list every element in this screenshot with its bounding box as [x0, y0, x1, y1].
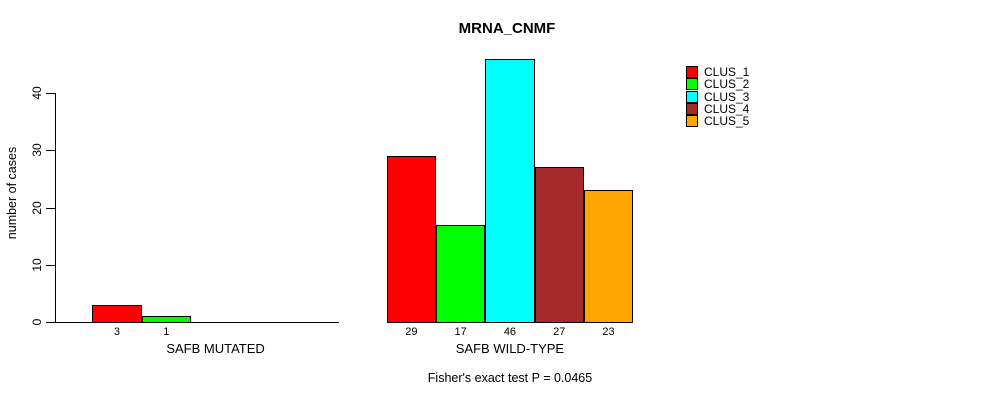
bar-value-label: 29: [405, 326, 418, 338]
fisher-test-annotation: Fisher's exact test P = 0.0465: [427, 371, 593, 385]
bar-clus_1-group1: [92, 304, 142, 323]
y-tick-label: 40: [30, 86, 44, 100]
y-axis-line: [55, 93, 56, 323]
bar-clus_2-group1: [141, 316, 191, 323]
bar-clus_2-group2: [436, 224, 486, 323]
bar-clus_5-group2: [583, 190, 634, 323]
bar-value-label: 1: [163, 326, 170, 338]
bar-clus_3-group2: [485, 58, 535, 323]
y-tick-label: 10: [30, 258, 44, 272]
bar-value-label: 46: [503, 326, 517, 338]
legend-swatch-clus_4: [686, 102, 698, 115]
bar-clus_1-group2: [386, 155, 436, 323]
bar-clus_4-group2: [534, 167, 584, 323]
bar-value-label: 17: [454, 326, 467, 338]
y-tick-label: 0: [30, 318, 44, 326]
legend-swatch-clus_2: [686, 78, 698, 91]
y-axis-label: number of cases: [5, 146, 19, 240]
y-tick-mark: [46, 150, 55, 152]
x-axis-group-label: SAFB WILD-TYPE: [455, 341, 565, 356]
chart-title: MRNA_CNMF: [458, 20, 556, 37]
legend-label: CLUS_4: [704, 101, 750, 116]
legend-label: CLUS_2: [704, 77, 750, 92]
legend-label: CLUS_3: [704, 89, 750, 104]
y-tick-mark: [46, 207, 55, 209]
y-tick-label: 20: [30, 200, 44, 215]
bar-value-label: 3: [113, 326, 120, 338]
legend-swatch-clus_5: [686, 115, 698, 127]
y-tick-mark: [46, 322, 55, 323]
legend-swatch-clus_3: [686, 90, 698, 103]
legend-label: CLUS_1: [704, 65, 750, 79]
x-axis-line: [55, 322, 339, 323]
legend-swatch-clus_1: [686, 66, 698, 78]
y-tick-mark: [46, 93, 55, 94]
y-tick-label: 30: [30, 143, 44, 157]
x-axis-group-label: SAFB MUTATED: [166, 341, 265, 356]
y-tick-mark: [46, 264, 55, 266]
bar-value-label: 23: [602, 326, 615, 338]
bar-value-label: 27: [553, 326, 566, 338]
legend-label: CLUS_5: [704, 114, 750, 128]
